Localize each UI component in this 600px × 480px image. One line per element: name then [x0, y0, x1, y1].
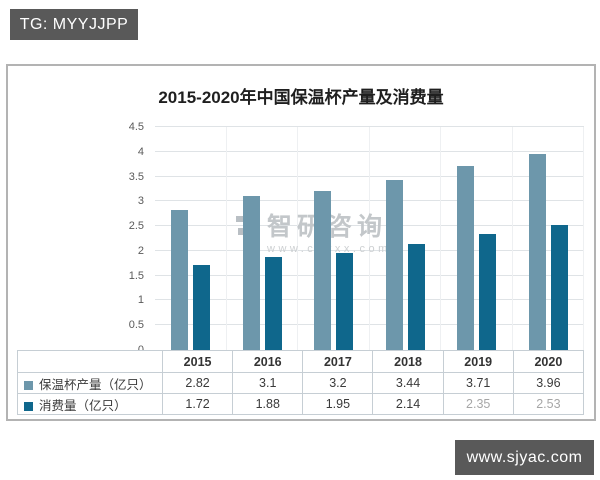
value-cell: 1.95 [302, 393, 374, 415]
y-tick-label: 4.5 [128, 121, 144, 133]
site-url-text: www.sjyac.com [466, 448, 583, 466]
gridline-horizontal [155, 274, 584, 276]
y-axis: 00.511.522.533.544.5 [8, 121, 144, 356]
value-cell: 3.1 [232, 372, 304, 394]
y-tick-label: 1 [137, 294, 144, 307]
table-header-row: 2015 2016 2017 2018 2019 2020 [17, 350, 585, 373]
y-tick-label: 3.5 [128, 170, 144, 183]
value-cell: 2.53 [512, 393, 585, 415]
gridline-vertical [368, 127, 370, 350]
gridline-vertical [511, 127, 513, 350]
series-label-cell: 保温杯产量（亿只） [17, 372, 163, 394]
x-axis-year-label: 2018 [372, 350, 444, 373]
chart-title: 2015-2020年中国保温杯产量及消费量 [158, 88, 444, 107]
value-cell: 3.2 [302, 372, 374, 394]
value-cell: 3.44 [372, 372, 444, 394]
value-cell: 2.82 [161, 372, 234, 394]
gridline-horizontal [155, 175, 584, 177]
site-url-badge: www.sjyac.com [455, 440, 594, 475]
gridline-horizontal [155, 150, 584, 152]
gridline-horizontal [155, 200, 584, 202]
gridline-horizontal [155, 324, 584, 326]
bar-consumption-2015 [193, 264, 211, 350]
x-axis-year-label: 2015 [161, 350, 234, 373]
x-axis-year-label: 2016 [232, 350, 304, 373]
tg-watermark-badge: TG: MYYJJPP [10, 9, 138, 40]
gridline-horizontal [155, 249, 584, 251]
value-cell: 2.35 [442, 393, 514, 415]
value-cell: 2.14 [372, 393, 444, 415]
bar-consumption-2019 [479, 233, 497, 350]
bar-production-2018 [385, 179, 403, 350]
gridline-vertical [440, 127, 441, 350]
tg-watermark-text: TG: MYYJJPP [19, 15, 129, 33]
series-name: 保温杯产量（亿只） [39, 377, 152, 392]
gridline-horizontal [155, 299, 584, 301]
y-tick-label: 4 [137, 145, 144, 158]
table-corner-cell [17, 350, 163, 373]
legend-swatch-consumption [24, 401, 33, 411]
x-axis-year-label: 2020 [512, 350, 585, 373]
bar-production-2019 [457, 166, 475, 350]
table-row: 保温杯产量（亿只） 2.82 3.1 3.2 3.44 3.71 3.96 [17, 372, 585, 394]
legend-swatch-production [24, 380, 33, 390]
bar-consumption-2017 [336, 253, 354, 350]
series-label-cell: 消费量（亿只） [17, 393, 163, 415]
y-tick-label: 3 [137, 195, 144, 208]
value-cell: 3.71 [442, 372, 514, 394]
value-cell: 1.88 [232, 393, 304, 415]
x-axis-year-label: 2017 [302, 350, 374, 373]
gridline-vertical [297, 127, 298, 350]
bar-consumption-2020 [550, 224, 568, 350]
value-cell: 3.96 [512, 372, 585, 394]
gridline-horizontal [155, 126, 584, 127]
value-cell: 1.72 [161, 393, 234, 415]
bar-consumption-2016 [264, 256, 282, 350]
y-tick-label: 2.5 [128, 220, 144, 233]
bar-production-2017 [314, 191, 332, 350]
chart-frame: 2015-2020年中国保温杯产量及消费量 智研咨询 www.chyxx.com… [6, 64, 596, 421]
table-row: 消费量（亿只） 1.72 1.88 1.95 2.14 2.35 2.53 [17, 393, 585, 415]
gridline-vertical [583, 127, 584, 350]
bar-production-2016 [242, 196, 260, 350]
x-axis-year-label: 2019 [442, 350, 514, 373]
bar-consumption-2018 [407, 243, 425, 350]
bar-production-2020 [528, 153, 546, 350]
bar-production-2015 [171, 210, 189, 350]
gridline-horizontal [155, 225, 584, 227]
gridline-vertical [225, 127, 227, 350]
series-name: 消费量（亿只） [39, 398, 127, 413]
y-tick-label: 1.5 [128, 269, 144, 282]
plot-area [155, 126, 584, 351]
y-tick-label: 0.5 [128, 319, 144, 332]
y-tick-label: 2 [137, 244, 144, 257]
data-table: 2015 2016 2017 2018 2019 2020 保温杯产量（亿只） 2.82 3.1… [17, 350, 585, 415]
